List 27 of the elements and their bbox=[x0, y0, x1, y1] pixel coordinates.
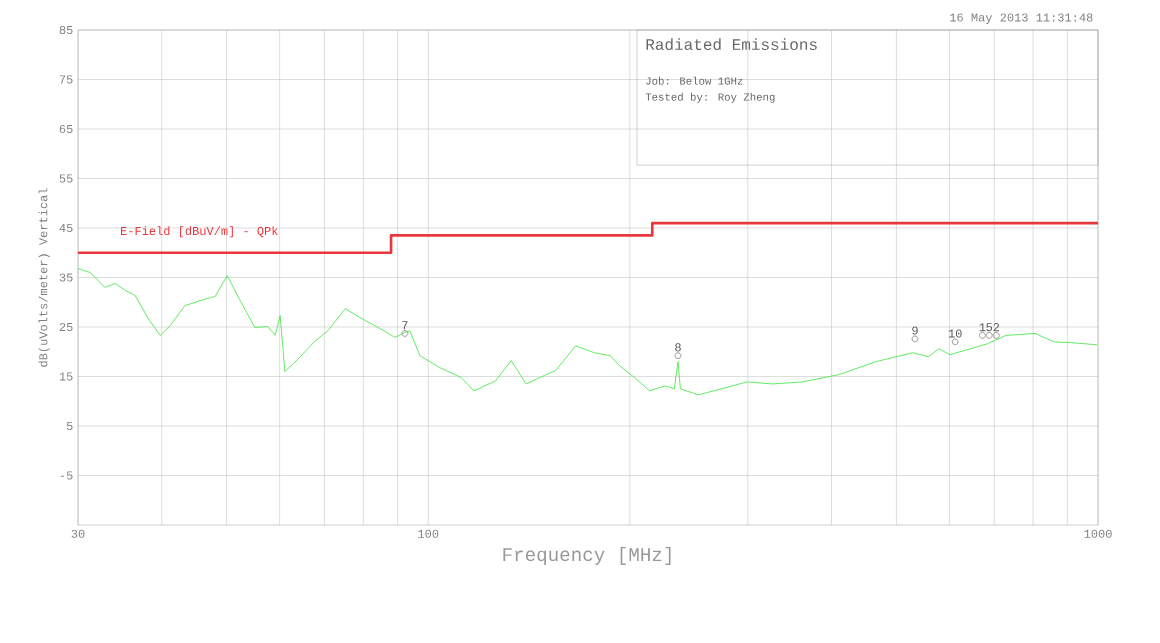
y-tick-label: 25 bbox=[59, 322, 73, 332]
annotation: 7 bbox=[402, 321, 408, 330]
annotation: 5 bbox=[986, 323, 993, 332]
y-tick-label: 55 bbox=[59, 174, 73, 183]
y-tick-label: 75 bbox=[59, 75, 73, 84]
annotation: Job: Below 1GHz bbox=[646, 76, 743, 85]
y-tick-label: -5 bbox=[60, 471, 73, 480]
annotation: Tested by: Roy Zheng bbox=[645, 92, 775, 103]
x-tick-label: 1000 bbox=[1084, 529, 1112, 538]
y-tick-label: 45 bbox=[59, 223, 73, 233]
y-tick-label: 65 bbox=[59, 124, 73, 134]
y-tick-label: 85 bbox=[59, 25, 73, 35]
text: 16 May 2013 11:31:48 bbox=[950, 13, 1093, 24]
annotation: 2 bbox=[993, 323, 1000, 332]
y-tick-label: 5 bbox=[66, 421, 73, 431]
annotation: 1 bbox=[979, 323, 986, 332]
y-tick-label: 15 bbox=[59, 372, 73, 381]
annotation: 10 bbox=[948, 329, 962, 338]
annotation: 9 bbox=[912, 326, 918, 335]
x-tick-label: 100 bbox=[418, 529, 439, 538]
y-tick-label: 35 bbox=[59, 273, 73, 282]
annotation: 8 bbox=[675, 343, 681, 352]
series-label: E-Field [dBuV/m] - QPk bbox=[121, 226, 278, 238]
y-axis-title: dB(uVolts/meter) Vertical bbox=[38, 188, 50, 367]
chart-title: Radiated Emissions bbox=[646, 38, 817, 51]
x-axis-title: Frequency [MHz] bbox=[503, 547, 671, 565]
x-tick-label: 30 bbox=[71, 529, 85, 538]
